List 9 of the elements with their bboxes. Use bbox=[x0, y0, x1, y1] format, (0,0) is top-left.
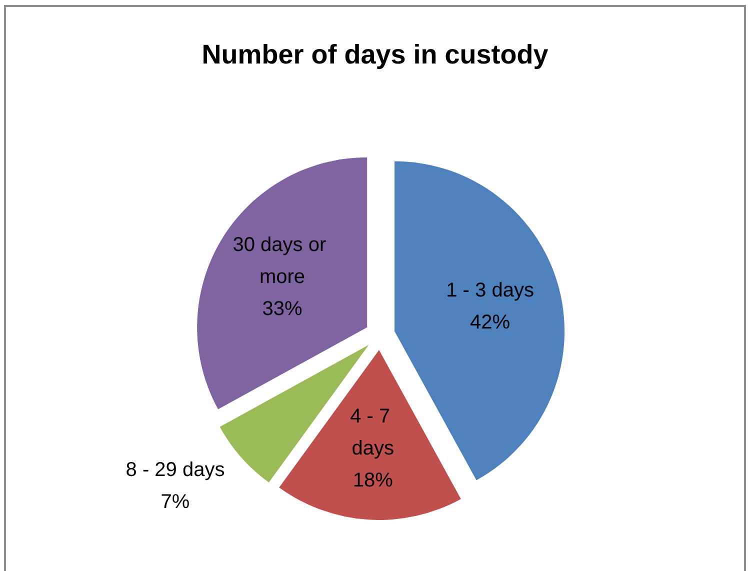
data-label: 7% bbox=[160, 490, 190, 513]
slice-label: 30 days or more bbox=[232, 234, 332, 288]
slice-label: 8 - 29 days bbox=[126, 458, 225, 481]
slice-label: 1 - 3 days bbox=[446, 280, 534, 302]
slice-label: 4 - 7 days bbox=[350, 405, 396, 460]
data-label: 33% bbox=[262, 298, 302, 320]
data-label: 42% bbox=[470, 312, 510, 334]
data-label: 18% bbox=[352, 469, 394, 492]
chart-title: Number of days in custody bbox=[202, 40, 548, 70]
